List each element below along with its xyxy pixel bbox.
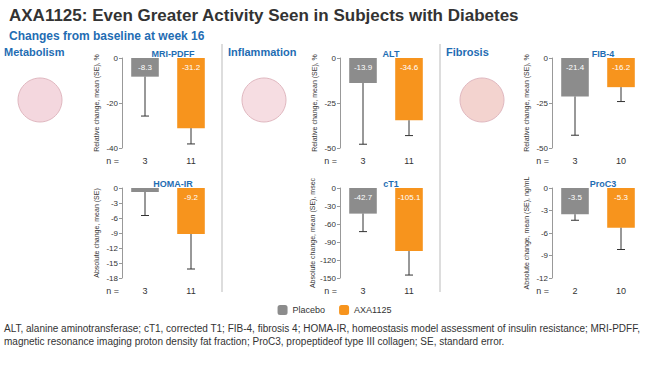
svg-text:cT1: cT1 <box>383 179 399 189</box>
svg-text:3: 3 <box>572 156 577 166</box>
svg-text:ProC3: ProC3 <box>590 179 617 189</box>
svg-text:0: 0 <box>114 184 119 193</box>
svg-text:-105.1: -105.1 <box>398 193 421 202</box>
svg-text:-12: -12 <box>536 274 548 283</box>
svg-text:-5.3: -5.3 <box>614 193 628 202</box>
svg-text:-50: -50 <box>324 144 336 153</box>
svg-text:-6: -6 <box>541 229 549 238</box>
svg-text:n =: n = <box>324 156 337 166</box>
svg-text:11: 11 <box>404 286 413 296</box>
svg-text:Fibrosis: Fibrosis <box>446 46 489 58</box>
svg-text:11: 11 <box>404 156 413 166</box>
svg-text:AXA1125: Even Greater Activity: AXA1125: Even Greater Activity Seen in S… <box>9 6 519 25</box>
svg-text:Absolute change, mean (SE), ng: Absolute change, mean (SE), ng/mL <box>523 176 531 289</box>
svg-text:11: 11 <box>186 156 195 166</box>
svg-text:3: 3 <box>142 286 147 296</box>
svg-text:Placebo: Placebo <box>293 305 326 315</box>
svg-text:-6: -6 <box>111 214 119 223</box>
svg-text:-8.3: -8.3 <box>138 63 152 72</box>
svg-text:10: 10 <box>616 156 626 166</box>
svg-text:0: 0 <box>332 54 337 63</box>
svg-text:10: 10 <box>616 286 626 296</box>
svg-text:-50: -50 <box>536 144 548 153</box>
svg-text:-0.8: -0.8 <box>138 192 152 202</box>
svg-text:3: 3 <box>360 156 365 166</box>
svg-text:n =: n = <box>324 286 337 296</box>
svg-text:-21.4: -21.4 <box>566 63 585 72</box>
svg-text:Changes from baseline at week: Changes from baseline at week 16 <box>9 29 205 43</box>
svg-text:Absolute change, mean (SE), ms: Absolute change, mean (SE), msec <box>309 177 317 288</box>
svg-text:-18: -18 <box>106 274 118 283</box>
svg-text:3: 3 <box>360 286 365 296</box>
svg-text:-3: -3 <box>111 199 119 208</box>
svg-text:-9: -9 <box>541 251 549 260</box>
svg-text:Metabolism: Metabolism <box>4 46 65 58</box>
svg-text:-150: -150 <box>320 274 337 283</box>
svg-text:-16.2: -16.2 <box>612 63 631 72</box>
svg-text:-9.2: -9.2 <box>184 193 198 202</box>
svg-text:0: 0 <box>332 184 337 193</box>
svg-text:0: 0 <box>544 54 549 63</box>
svg-text:-3: -3 <box>541 206 549 215</box>
svg-text:-25: -25 <box>324 99 336 108</box>
svg-text:Relative change, mean (SE), %: Relative change, mean (SE), % <box>523 54 531 152</box>
svg-text:-13.9: -13.9 <box>354 63 373 72</box>
svg-text:Inflammation: Inflammation <box>228 46 297 58</box>
svg-text:-42.7: -42.7 <box>354 193 373 202</box>
svg-text:-34.6: -34.6 <box>400 63 419 72</box>
svg-text:-90: -90 <box>324 238 336 247</box>
svg-text:Relative change, mean (SE), %: Relative change, mean (SE), % <box>311 54 319 152</box>
svg-text:MRI-PDFF: MRI-PDFF <box>152 49 195 59</box>
svg-text:0: 0 <box>544 184 549 193</box>
svg-text:-25: -25 <box>536 99 548 108</box>
svg-text:AXA1125: AXA1125 <box>354 305 391 315</box>
svg-text:-12: -12 <box>106 244 118 253</box>
svg-text:ALT, alanine aminotransferase;: ALT, alanine aminotransferase; cT1, corr… <box>4 323 643 334</box>
svg-text:-15: -15 <box>106 259 118 268</box>
svg-text:-3.5: -3.5 <box>568 193 582 202</box>
svg-text:-40: -40 <box>106 144 118 153</box>
svg-text:-120: -120 <box>320 256 337 265</box>
svg-text:n =: n = <box>106 156 119 166</box>
svg-text:11: 11 <box>186 286 195 296</box>
svg-text:ALT: ALT <box>383 49 400 59</box>
svg-text:magnetic resonance imaging pro: magnetic resonance imaging proton densit… <box>4 336 504 347</box>
svg-text:n =: n = <box>536 286 549 296</box>
svg-text:-60: -60 <box>324 220 336 229</box>
svg-text:3: 3 <box>142 156 147 166</box>
svg-text:Absolute change, mean (SE): Absolute change, mean (SE) <box>93 188 101 278</box>
svg-text:FIB-4: FIB-4 <box>592 49 615 59</box>
svg-text:Relative change, mean (SE), %: Relative change, mean (SE), % <box>93 54 101 152</box>
svg-text:HOMA-IR: HOMA-IR <box>153 179 193 189</box>
svg-text:-30: -30 <box>324 202 336 211</box>
svg-text:0: 0 <box>114 54 119 63</box>
svg-text:n =: n = <box>536 156 549 166</box>
svg-text:-20: -20 <box>106 99 118 108</box>
svg-text:-9: -9 <box>111 229 119 238</box>
svg-text:-31.2: -31.2 <box>182 63 201 72</box>
svg-text:2: 2 <box>572 286 577 296</box>
svg-text:n =: n = <box>106 286 119 296</box>
